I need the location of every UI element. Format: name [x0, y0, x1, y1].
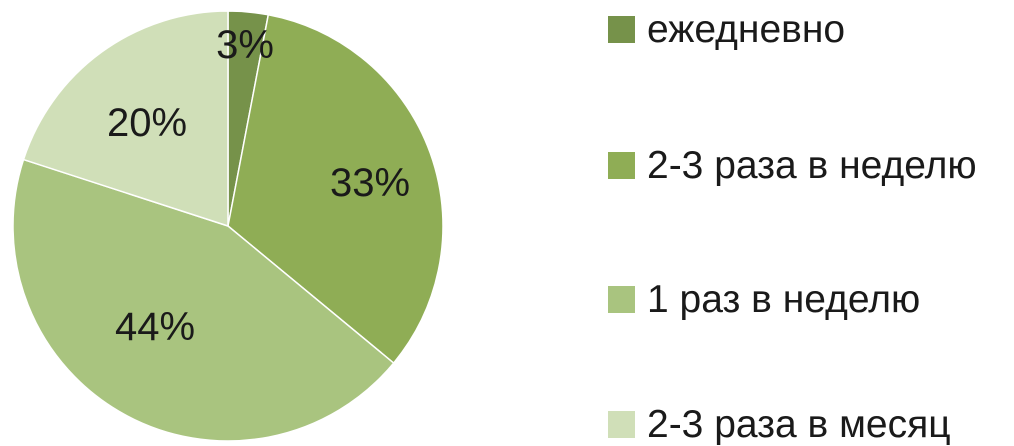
pie-slice-3: [12, 158, 395, 442]
legend-swatch-4: [608, 411, 635, 438]
legend-label-4: 2-3 раза в месяц: [647, 403, 951, 446]
legend-swatch-1: [608, 16, 635, 43]
data-label-1: 3%: [216, 23, 274, 67]
pie-data-labels: 3% 33% 44% 20%: [107, 23, 410, 349]
data-label-2: 33%: [330, 161, 410, 205]
legend-label-2: 2-3 раза в неделю: [647, 144, 977, 187]
data-label-4: 20%: [107, 101, 187, 145]
legend-item-4: 2-3 раза в месяц: [608, 403, 951, 446]
legend-swatch-2: [608, 152, 635, 179]
pie-slice-2: [227, 13, 444, 365]
legend-item-2: 2-3 раза в неделю: [608, 144, 977, 187]
legend-label-3: 1 раз в неделю: [647, 278, 920, 321]
pie-slice-4: [22, 10, 229, 228]
legend-item-3: 1 раз в неделю: [608, 278, 920, 321]
legend: ежедневно 2-3 раза в неделю 1 раз в неделю…: [608, 8, 977, 446]
legend-swatch-3: [608, 286, 635, 313]
data-label-3: 44%: [115, 305, 195, 349]
legend-item-1: ежедневно: [608, 8, 845, 51]
legend-label-1: ежедневно: [647, 8, 845, 51]
pie-slices: [12, 10, 444, 442]
